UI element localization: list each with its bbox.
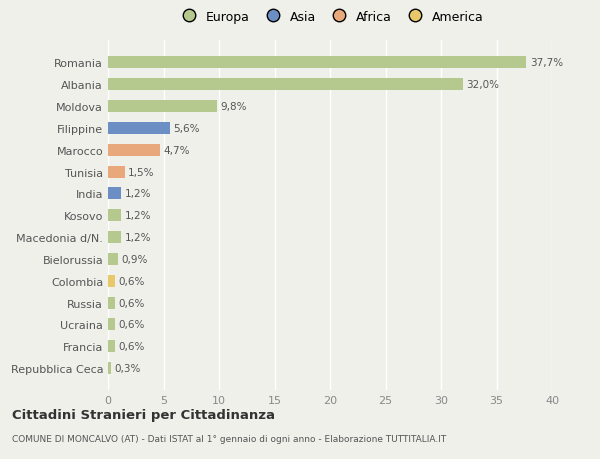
Bar [108, 210, 121, 222]
Bar [108, 362, 112, 374]
Bar [108, 57, 526, 69]
Bar [108, 231, 121, 244]
Bar [108, 101, 217, 113]
Text: COMUNE DI MONCALVO (AT) - Dati ISTAT al 1° gennaio di ogni anno - Elaborazione T: COMUNE DI MONCALVO (AT) - Dati ISTAT al … [12, 434, 446, 442]
Bar [108, 319, 115, 330]
Bar [108, 188, 121, 200]
Text: 37,7%: 37,7% [530, 58, 563, 68]
Bar [108, 341, 115, 353]
Text: 1,5%: 1,5% [128, 167, 154, 177]
Text: 9,8%: 9,8% [220, 102, 247, 112]
Text: 4,7%: 4,7% [163, 146, 190, 155]
Text: 1,2%: 1,2% [125, 233, 151, 242]
Text: 0,6%: 0,6% [118, 298, 145, 308]
Bar [108, 166, 125, 178]
Bar [108, 253, 118, 265]
Bar [108, 79, 463, 91]
Bar [108, 275, 115, 287]
Text: 0,6%: 0,6% [118, 320, 145, 330]
Text: 5,6%: 5,6% [173, 123, 200, 134]
Text: 0,6%: 0,6% [118, 276, 145, 286]
Text: Cittadini Stranieri per Cittadinanza: Cittadini Stranieri per Cittadinanza [12, 408, 275, 421]
Bar [108, 297, 115, 309]
Text: 0,3%: 0,3% [115, 364, 141, 373]
Text: 0,9%: 0,9% [121, 254, 148, 264]
Bar [108, 144, 160, 157]
Text: 32,0%: 32,0% [467, 80, 500, 90]
Bar [108, 123, 170, 134]
Text: 1,2%: 1,2% [125, 211, 151, 221]
Text: 1,2%: 1,2% [125, 189, 151, 199]
Text: 0,6%: 0,6% [118, 341, 145, 352]
Legend: Europa, Asia, Africa, America: Europa, Asia, Africa, America [171, 6, 489, 28]
